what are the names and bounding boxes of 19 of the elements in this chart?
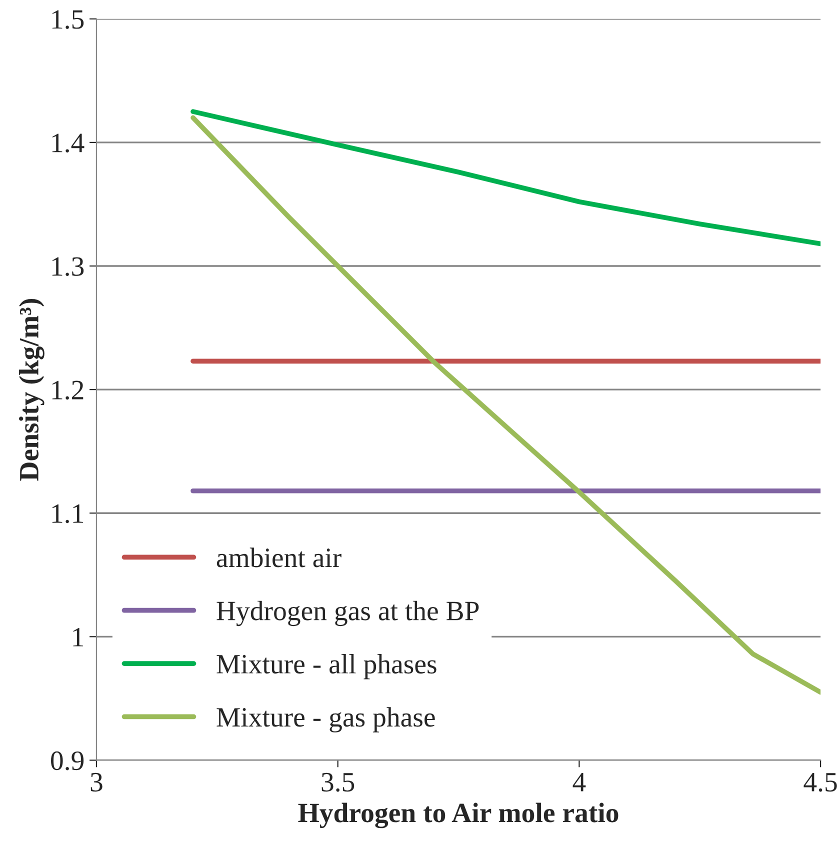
y-tick-label: 1.3 — [52, 257, 84, 276]
legend-label: ambient air — [216, 548, 342, 568]
y-tick-label: 0.9 — [51, 751, 84, 770]
legend-label: Hydrogen gas at the BP — [216, 600, 479, 626]
x-tick-label: 4 — [572, 773, 586, 792]
y-tick-label: 1.5 — [52, 10, 84, 29]
y-tick-label: 1.1 — [52, 504, 84, 524]
line-series — [190, 115, 821, 695]
y-tick-label: 1.2 — [52, 380, 84, 400]
y-axis-title: Density (kg/m³) — [18, 299, 44, 481]
legend-label: Mixture - all phases — [216, 654, 436, 680]
x-tick-label: 4.5 — [804, 773, 837, 792]
y-tick-label: 1.4 — [52, 134, 84, 152]
legend-label: Mixture - gas phase — [216, 707, 435, 732]
line-series — [190, 109, 821, 246]
x-axis-title: Hydrogen to Air mole ratio — [298, 802, 618, 828]
y-tick-label: 1 — [73, 628, 84, 646]
x-tick-label: 3.5 — [322, 772, 354, 792]
x-tick-label: 3 — [90, 772, 102, 792]
